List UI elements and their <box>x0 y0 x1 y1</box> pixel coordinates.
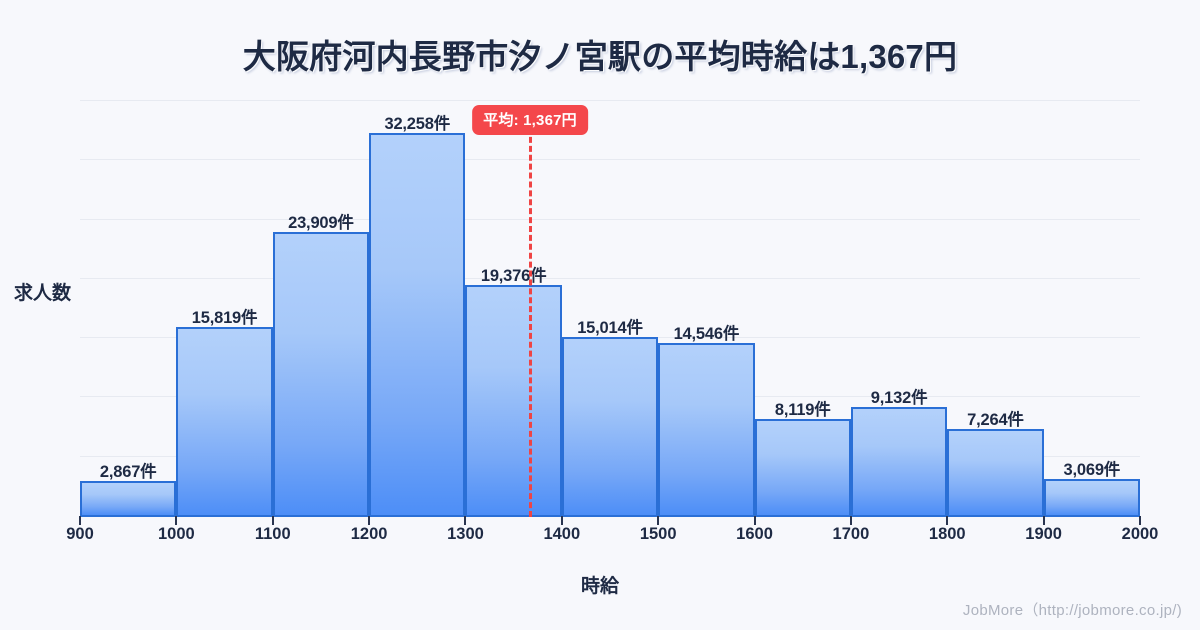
bar-value-label: 3,069件 <box>1063 460 1121 479</box>
bar[interactable] <box>754 418 851 515</box>
x-tick-label: 1800 <box>928 525 966 543</box>
x-tick-label: 1100 <box>254 525 291 543</box>
bar-value-label: 15,014件 <box>577 318 643 337</box>
x-tick-mark <box>946 516 949 525</box>
y-axis-title: 求人数 <box>14 283 72 304</box>
bar-value-label: 9,132件 <box>870 388 928 407</box>
x-tick-mark <box>849 516 852 525</box>
x-tick-label: 1200 <box>350 525 388 543</box>
x-tick-mark <box>464 516 467 525</box>
x-tick-label: 1000 <box>158 525 195 543</box>
bar-value-label: 19,376件 <box>480 267 547 286</box>
x-axis-baseline <box>80 515 1140 517</box>
bar-value-label: 15,819件 <box>191 309 258 328</box>
bar-value-label: 32,258件 <box>384 114 451 133</box>
bar[interactable] <box>658 342 755 515</box>
x-tick-label: 2000 <box>1121 525 1159 543</box>
x-axis-title: 時給 <box>580 576 619 597</box>
x-tick-mark <box>271 516 274 525</box>
x-tick-mark <box>1139 516 1141 525</box>
bar-value-label: 14,546件 <box>673 324 740 343</box>
x-tick-mark <box>368 516 371 525</box>
page-title: 大阪府河内長野市汐ノ宮駅の平均時給は1,367円 <box>242 38 958 75</box>
x-tick-mark <box>175 516 178 525</box>
bar-value-label: 8,119件 <box>774 400 831 419</box>
bar[interactable] <box>80 481 177 515</box>
x-tick-label: 1500 <box>639 525 677 543</box>
plot-area <box>80 100 1140 515</box>
bar[interactable] <box>369 132 466 515</box>
x-tick-label: 900 <box>66 525 94 543</box>
bar-value-label: 23,909件 <box>288 213 354 232</box>
bar[interactable] <box>561 336 659 515</box>
bar[interactable] <box>850 406 948 515</box>
gridline <box>80 100 1140 101</box>
gridline <box>80 159 1140 161</box>
x-tick-label: 1900 <box>1025 525 1062 543</box>
bar[interactable] <box>947 428 1044 515</box>
average-badge: 平均: 1,367円 <box>472 105 588 135</box>
footer-watermark: JobMore（http://jobmore.co.jp/) <box>962 602 1182 619</box>
bar[interactable] <box>272 231 370 515</box>
x-tick-label: 1700 <box>832 525 870 543</box>
bar[interactable] <box>465 285 562 515</box>
bar[interactable] <box>176 327 273 515</box>
gridline <box>80 277 1140 279</box>
x-tick-label: 1600 <box>736 525 773 543</box>
bar-value-label: 2,867件 <box>99 463 157 481</box>
x-tick-mark <box>657 516 660 525</box>
x-tick-mark <box>79 516 81 525</box>
x-tick-mark <box>753 516 756 525</box>
gridline <box>80 218 1140 220</box>
bar[interactable] <box>1043 478 1140 515</box>
average-line <box>529 128 533 517</box>
x-tick-mark <box>560 516 563 525</box>
x-tick-mark <box>1042 516 1045 525</box>
bar-value-label: 7,264件 <box>967 410 1024 429</box>
x-tick-label: 1400 <box>543 525 581 543</box>
x-tick-label: 1300 <box>447 525 484 543</box>
